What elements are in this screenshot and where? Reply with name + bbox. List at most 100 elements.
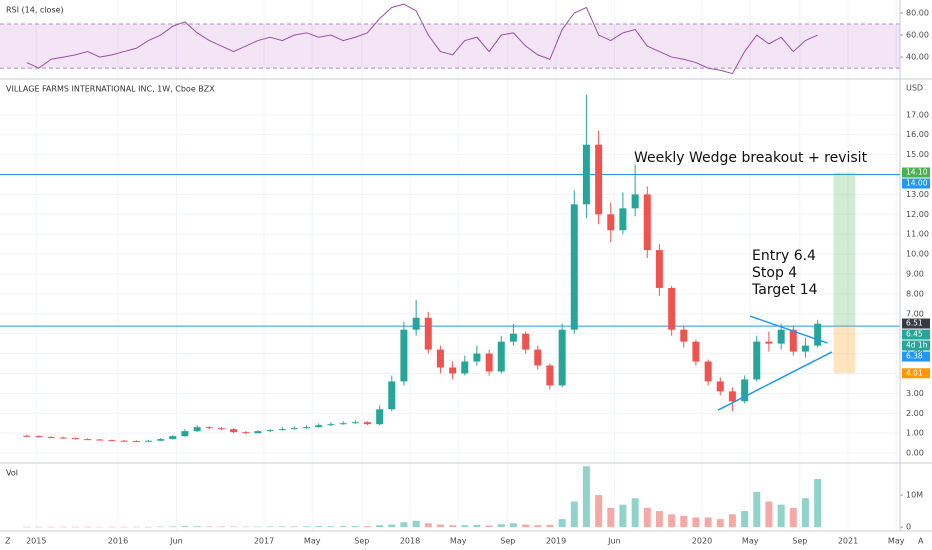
volume-bar [485,525,493,528]
price-badge [902,318,930,329]
candle-body [230,429,238,433]
volume-bar [388,524,396,528]
volume-bar [290,526,298,528]
volume-bar [680,515,688,528]
volume-bar [47,526,55,528]
candle-body [546,365,554,386]
volume-bar [424,523,432,528]
rsi-band [0,24,900,69]
y-tick-label: 16.00 [906,130,929,139]
annotation: Target 14 [751,282,818,298]
y-tick-label: 12.00 [906,210,929,219]
candle-body [643,194,651,251]
volume-bar [132,526,140,528]
candle-body [461,361,469,374]
candle-body [716,381,724,392]
candle-body [108,440,116,442]
volume-bar [363,526,371,528]
profit-zone [833,172,856,326]
x-tick-label: 2015 [26,537,46,546]
x-tick-label: 2020 [692,537,712,546]
rsi-line [26,3,818,75]
volume-bar [558,519,566,528]
price-badge-label: 6.51 [906,319,923,328]
volume-bar [814,479,822,528]
countdown-label: 4d 1h [906,341,928,350]
y-tick-label: 15.00 [906,150,929,159]
candle-body [376,409,384,425]
candle-body [242,432,250,434]
candle-body [728,391,736,402]
x-tick-label: Sep [354,537,369,546]
volume-bar [607,507,615,528]
volume-bar [497,524,505,528]
x-tick-label: May [888,537,905,546]
candle-body [303,427,311,429]
candle-body [47,437,55,439]
y-tick-label: 80.00 [906,9,929,18]
x-tick-label: 2021 [838,537,858,546]
trendline [749,315,828,344]
volume-bar [436,524,444,528]
volume-title: Vol [6,469,18,478]
trendline [717,351,833,411]
candle-body [59,437,67,439]
y-tick-label: 8.00 [906,289,924,298]
candle-body [424,317,432,350]
candle-body [339,423,347,425]
volume-bar [96,526,104,528]
volume-bar [449,525,457,528]
volume-bar [619,504,627,528]
y-tick-label: 3.00 [906,389,924,398]
volume-bar [522,524,530,528]
scale-button[interactable]: A [918,537,924,546]
volume-bar [315,526,323,528]
candle-body [363,422,371,425]
volume-bar [777,504,785,528]
candle-body [607,214,615,231]
candle-body [290,428,298,430]
candle-body [777,329,785,344]
loss-zone [833,325,856,374]
volume-bar [765,501,773,528]
volume-bar [278,526,286,528]
candle-body [704,361,712,382]
candle-body [217,428,225,430]
candle-body [655,250,663,288]
price-badge [902,167,930,178]
candle-body [120,440,128,442]
volume-bar [582,466,590,528]
volume-bar [266,526,274,528]
x-tick-label: Sep [500,537,515,546]
candle-body [631,194,639,209]
x-tick-label: Jun [607,537,621,546]
volume-bar [205,526,213,528]
volume-bar [534,525,542,528]
y-tick-label: 13.00 [906,190,929,199]
volume-bar [376,525,384,528]
candle-body [96,439,104,441]
volume-bar [169,526,177,528]
candle-body [181,431,189,437]
x-tick-label: May [742,537,759,546]
volume-bar [546,524,554,528]
candle-body [619,208,627,231]
plot-layer: 2015 2016 Jun 2017 May Sep 2018 May Sep 2019 Jun 20… [0,3,930,546]
volume-bar [655,511,663,528]
scale-button[interactable]: Z [5,537,11,546]
candle-body [315,425,323,428]
candle-body [509,333,517,342]
candle-body [558,329,566,386]
volume-bar [716,519,724,528]
candle-body [35,436,43,438]
candle-body [388,381,396,410]
volume-bar [801,498,809,528]
y-tick-label: 10M [906,491,923,500]
volume-bar [71,526,79,528]
y-tick-label: 10.00 [906,250,929,259]
x-tick-label: May [450,537,467,546]
x-tick-label: 2016 [108,537,128,546]
volume-bar [753,491,761,528]
volume-bar [35,526,43,528]
